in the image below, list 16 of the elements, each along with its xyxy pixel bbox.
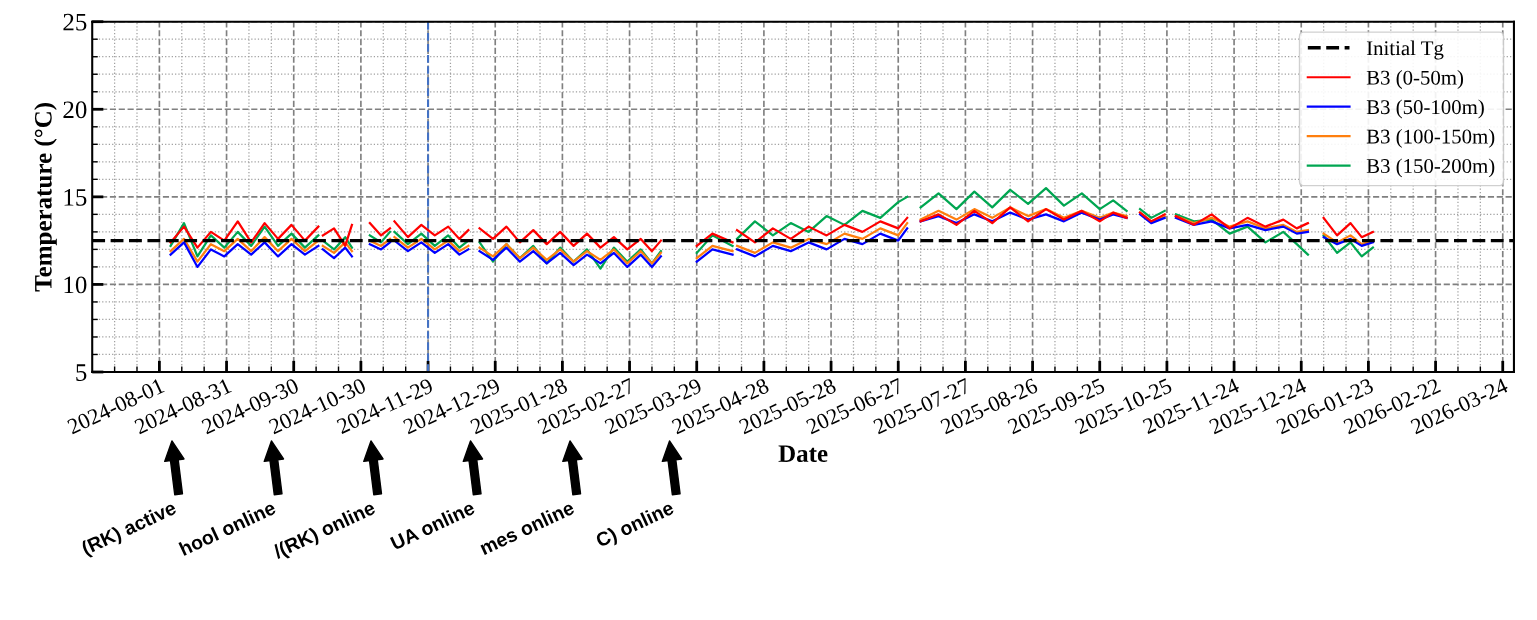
x-axis-title: Date [778,445,828,463]
y-tick-label: 20 [63,101,87,119]
text: UA online [389,500,476,551]
y-tick-label: 10 [64,276,87,294]
text: mes online [478,500,576,556]
y-tick-label: 15 [64,189,87,206]
text: (RK) active [80,500,179,559]
y-axis-title: Temperature (°C) [34,103,57,292]
y-tick-label: 5 [76,364,87,381]
legend-label: B3 (150-200m) [1366,158,1495,178]
legend-label: B3 (100-150m) [1366,128,1495,148]
legend-label: Initial Tg [1366,40,1444,60]
text: C) online [594,500,677,552]
legend-label: B3 (50-100m) [1366,99,1484,119]
legend-label: B3 (0-50m) [1366,70,1464,89]
y-tick-label: 25 [63,13,87,31]
